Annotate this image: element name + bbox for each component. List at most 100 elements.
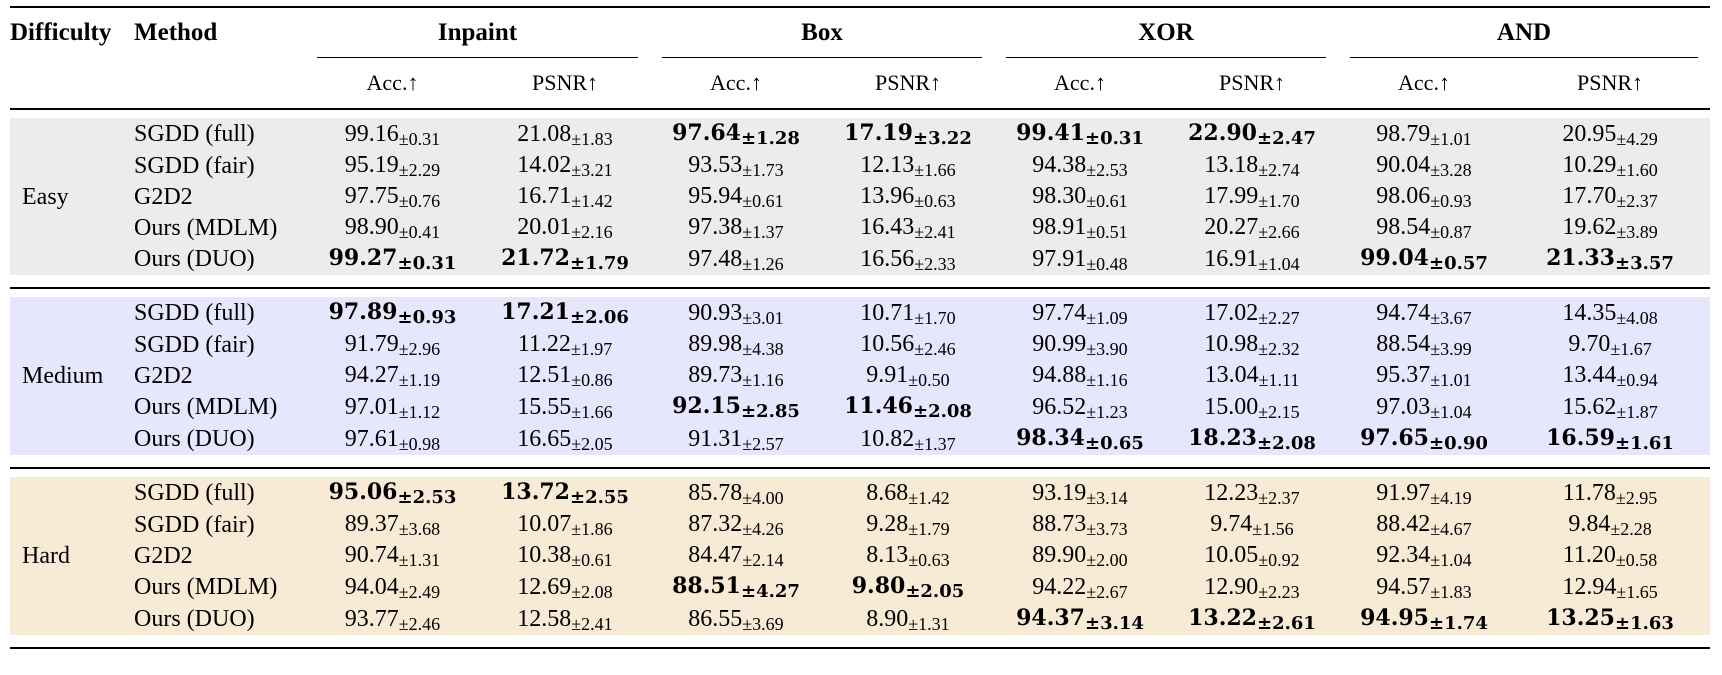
difficulty-label: Medium <box>22 363 104 389</box>
cell-mean: 9.28 <box>866 511 909 537</box>
cell-mean: 94.88 <box>1032 362 1087 388</box>
cell-mean: 9.84 <box>1568 511 1611 537</box>
cell-value: 89.73±1.16 <box>688 362 783 390</box>
cell-value: 97.48±1.26 <box>688 246 783 274</box>
cell-std: ±2.33 <box>914 253 956 274</box>
cell-std: ±1.42 <box>571 191 613 211</box>
cell-value: 12.58±2.41 <box>517 606 612 634</box>
header-metric-acc: Acc.↑ <box>305 58 480 110</box>
cell-mean: 98.30 <box>1032 183 1087 209</box>
cell-std: ±1.70 <box>1258 191 1300 211</box>
cell-std: ±3.68 <box>398 519 441 539</box>
cell-psnr: 9.74±1.56 <box>1166 509 1338 540</box>
cell-psnr: 17.21±2.06 <box>480 297 650 329</box>
cell-std: ±1.60 <box>1616 160 1658 180</box>
cell-mean: 15.62 <box>1562 393 1617 420</box>
cell-value: 20.27±2.66 <box>1204 214 1299 242</box>
cell-accuracy: 97.38±1.37 <box>650 212 822 243</box>
cell-value: 11.78±2.95 <box>1563 480 1658 508</box>
cell-accuracy: 93.77±2.46 <box>305 603 480 635</box>
cell-std: ±1.66 <box>571 401 613 422</box>
cell-value: 86.55±3.69 <box>688 605 783 634</box>
cell-accuracy: 98.06±0.93 <box>1338 181 1510 212</box>
cell-std: ±1.63 <box>1614 613 1674 634</box>
cell-std: ±1.23 <box>1086 401 1128 422</box>
cell-mean: 95.06 <box>328 479 398 505</box>
cell-mean: 90.04 <box>1376 152 1431 178</box>
cell-value: 94.88±1.16 <box>1032 362 1128 390</box>
cell-mean: 87.32 <box>688 511 743 537</box>
cell-accuracy: 93.53±1.73 <box>650 150 822 181</box>
cell-mean: 98.91 <box>1032 214 1087 240</box>
cell-mean: 10.98 <box>1204 331 1259 357</box>
cell-accuracy: 94.57±1.83 <box>1338 571 1510 603</box>
cell-mean: 16.59 <box>1546 425 1615 451</box>
cell-std: ±0.90 <box>1428 433 1488 454</box>
cell-psnr: 14.35±4.08 <box>1510 297 1710 329</box>
cell-std: ±1.56 <box>1252 519 1294 539</box>
cell-std: ±1.04 <box>1430 550 1472 570</box>
cell-value: 12.51±0.86 <box>517 362 612 390</box>
cell-value: 97.64±1.28 <box>672 120 800 149</box>
cell-mean: 93.53 <box>688 152 743 178</box>
method-name: SGDD (fair) <box>134 331 255 358</box>
cell-psnr: 11.20±0.58 <box>1510 540 1710 571</box>
cell-std: ±2.15 <box>1258 401 1300 422</box>
method-name: SGDD (full) <box>134 300 255 326</box>
cell-value: 91.79±2.96 <box>345 331 440 359</box>
cell-mean: 86.55 <box>688 605 743 632</box>
cell-std: ±2.46 <box>398 613 441 634</box>
cell-value: 17.70±2.37 <box>1562 183 1657 211</box>
cell-psnr: 17.19±3.22 <box>822 118 994 150</box>
group-rule <box>10 455 1711 469</box>
cell-value: 13.22±2.61 <box>1188 605 1316 634</box>
cell-accuracy: 88.51±4.27 <box>650 571 822 603</box>
cell-value: 21.72±1.79 <box>501 245 629 274</box>
cell-value: 87.32±4.26 <box>688 511 783 539</box>
cell-mean: 16.71 <box>517 183 572 209</box>
cell-value: 8.13±0.63 <box>866 542 949 570</box>
cell-std: ±0.94 <box>1616 370 1658 390</box>
cell-mean: 12.51 <box>517 362 572 388</box>
cell-accuracy: 97.01±1.12 <box>305 391 480 423</box>
cell-accuracy: 89.90±2.00 <box>994 540 1166 571</box>
group-rule <box>10 275 1711 289</box>
cell-mean: 16.65 <box>517 425 572 452</box>
cell-psnr: 11.78±2.95 <box>1510 477 1710 509</box>
cell-accuracy: 97.65±0.90 <box>1338 423 1510 455</box>
cell-mean: 17.99 <box>1204 183 1259 209</box>
cell-value: 90.04±3.28 <box>1376 152 1471 180</box>
header-metric-acc: Acc.↑ <box>650 58 822 110</box>
cell-mean: 19.62 <box>1562 214 1617 240</box>
cell-mean: 97.91 <box>1032 245 1087 272</box>
cell-std: ±3.22 <box>912 128 972 149</box>
cell-value: 10.98±2.32 <box>1204 331 1299 359</box>
cell-std: ±2.05 <box>905 581 965 602</box>
cell-psnr: 11.46±2.08 <box>822 391 994 423</box>
cell-value: 93.19±3.14 <box>1032 480 1127 508</box>
table-row: Ours (DUO) 93.77±2.46 12.58±2.41 86.55±3.69… <box>10 603 1711 635</box>
cell-mean: 11.22 <box>517 331 571 357</box>
method-name: SGDD (full) <box>134 121 255 147</box>
cell-std: ±2.46 <box>914 339 956 359</box>
cell-value: 94.37±3.14 <box>1016 605 1144 634</box>
cell-mean: 10.82 <box>860 425 915 452</box>
cell-accuracy: 98.79±1.01 <box>1338 118 1510 150</box>
cell-mean: 97.64 <box>672 120 741 146</box>
cell-mean: 8.13 <box>866 542 909 568</box>
cell-psnr: 11.22±1.97 <box>480 329 650 360</box>
cell-mean: 97.75 <box>344 183 399 209</box>
cell-std: ±1.83 <box>1430 581 1472 602</box>
method-name: Ours (DUO) <box>134 246 255 272</box>
cell-value: 18.23±2.08 <box>1188 425 1316 454</box>
cell-mean: 10.71 <box>860 299 915 326</box>
cell-std: ±2.49 <box>398 581 441 602</box>
cell-value: 99.04±0.57 <box>1360 245 1488 274</box>
cell-std: ±1.16 <box>1086 370 1128 390</box>
cell-value: 94.27±1.19 <box>345 362 440 390</box>
cell-value: 16.65±2.05 <box>517 425 612 454</box>
cell-psnr: 10.29±1.60 <box>1510 150 1710 181</box>
cell-mean: 94.22 <box>1032 573 1087 600</box>
cell-mean: 14.35 <box>1562 299 1617 326</box>
cell-value: 20.01±2.16 <box>517 214 612 242</box>
